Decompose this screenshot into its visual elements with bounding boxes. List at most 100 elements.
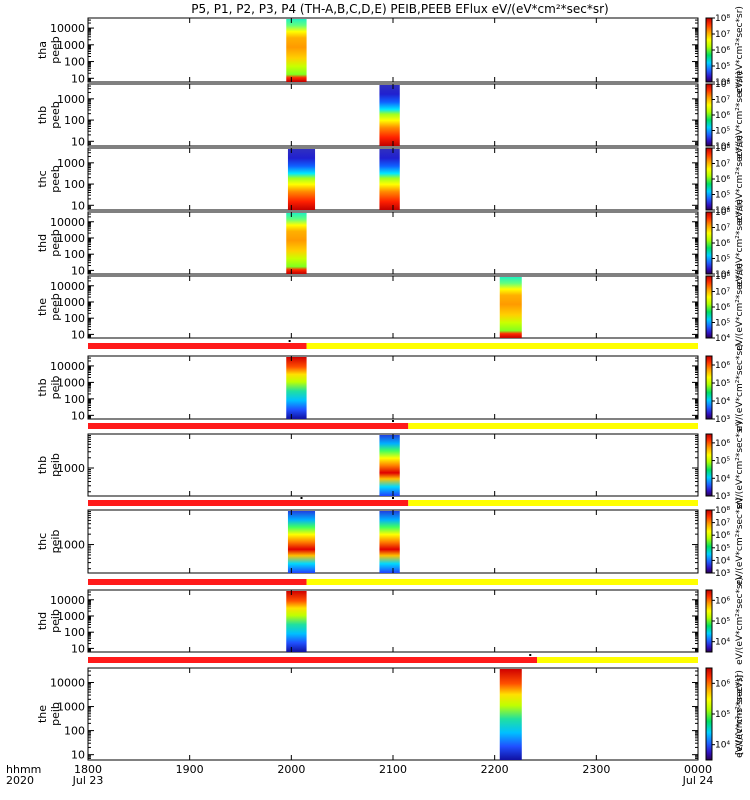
- x-axis-corner-label-year: 2020: [6, 774, 34, 787]
- panel-the-peib: 10 100 1000 10000 the peib 10⁴ 10⁵ 10⁶ eV/(eV*cm²…: [36, 654, 745, 762]
- panel-product-label: peeb: [49, 36, 62, 64]
- panel-probe-label: thb: [36, 456, 49, 474]
- y-tick-label: 1000: [57, 539, 85, 552]
- y-tick-label: 10: [71, 135, 85, 148]
- panel-probe-label: the: [36, 705, 49, 723]
- status-bar: [88, 654, 698, 663]
- colorbar-unit-label: eV/(eV*cm²*sec*sr): [735, 344, 745, 432]
- colorbar: [705, 275, 713, 339]
- colorbar-tick-label: 10⁷: [715, 96, 730, 106]
- panel-product-label: peeb: [49, 229, 62, 257]
- panel-product-label: peeb: [49, 293, 62, 321]
- spectrogram-block: [286, 19, 307, 82]
- colorbar-unit-label: eV/(eV*cm²*sec*sr): [735, 670, 745, 758]
- colorbar-tick-label: 10⁶: [715, 175, 730, 185]
- spectrogram-block: [379, 149, 400, 210]
- colorbar: [705, 355, 713, 420]
- status-bar-red: [88, 657, 538, 663]
- colorbar-unit-label: eV/(eV*cm²*sec*sr): [735, 6, 745, 94]
- panel-product-label: peeb: [49, 101, 62, 129]
- colorbar: [705, 17, 713, 83]
- y-tick-label: 10000: [50, 676, 85, 689]
- colorbar-tick-label: 10⁵: [715, 710, 730, 720]
- colorbar-tick-label: 10⁷: [715, 160, 730, 170]
- y-tick-label: 10000: [50, 22, 85, 35]
- panel-product-label: peib: [49, 609, 62, 633]
- y-tick-label: 10: [71, 264, 85, 277]
- y-tick-label: 1000: [57, 376, 85, 389]
- y-tick-label: 1000: [57, 39, 85, 52]
- colorbar-tick-label: 10⁶: [715, 46, 730, 56]
- x-tick-labels: 1800 1900 2000 2100 2200 2300 0000: [74, 763, 712, 776]
- panel-thc-peeb: 10 100 1000 thc peeb 10⁴ 10⁵ 10⁶ 10⁷ 10⁸ eV/(eV*cm…: [36, 135, 745, 223]
- panel-probe-label: tha: [36, 41, 49, 59]
- spectrogram-block: [499, 277, 522, 338]
- panel-frame: [87, 667, 699, 761]
- colorbar-tick-label: 10⁷: [715, 224, 730, 234]
- y-tick-label: 1000: [57, 701, 85, 714]
- y-tick-label: 10: [71, 199, 85, 212]
- colorbar-tick-label: 10⁸: [715, 272, 730, 282]
- y-tick-label: 10: [71, 72, 85, 85]
- panel-probe-label: thb: [36, 106, 49, 124]
- colorbar-tick-label: 10⁴: [715, 638, 730, 648]
- colorbar-unit-label: eV/(eV*cm²*sec*sr): [735, 498, 745, 586]
- y-tick-label: 100: [64, 114, 85, 127]
- spectrogram-block: [286, 213, 307, 274]
- y-tick-label: 10000: [50, 216, 85, 229]
- status-bar-yellow: [537, 657, 698, 663]
- colorbar-tick-label: 10⁴: [715, 741, 730, 751]
- colorbar-tick-label: 10⁵: [715, 191, 730, 201]
- colorbar-tick-label: 10⁸: [715, 506, 730, 516]
- spectrogram-block: [287, 511, 316, 573]
- colorbar-tick-label: 10³: [715, 569, 730, 579]
- y-tick-label: 1000: [57, 610, 85, 623]
- x-tick-label: 2300: [582, 763, 610, 776]
- panel-frame: [87, 211, 699, 275]
- colorbar: [705, 589, 713, 653]
- colorbar-tick-label: 10⁷: [715, 288, 730, 298]
- colorbar-tick-label: 10⁸: [715, 80, 730, 90]
- status-marker: [392, 420, 394, 422]
- y-tick-label: 10000: [50, 280, 85, 293]
- status-bar: [88, 497, 698, 506]
- x-tick-label: 2100: [379, 763, 407, 776]
- colorbar-tick-label: 10⁶: [715, 439, 730, 449]
- panel-probe-label: thd: [36, 234, 49, 252]
- y-tick-label: 1000: [57, 232, 85, 245]
- y-tick-label: 100: [64, 56, 85, 69]
- colorbar-unit-label: eV/(eV*cm²*sec*sr): [735, 421, 745, 509]
- panel-product-label: peib: [49, 453, 62, 477]
- colorbar-tick-label: 10⁶: [715, 303, 730, 313]
- colorbar-tick-label: 10⁶: [715, 531, 730, 541]
- panel-product-label: peib: [49, 702, 62, 726]
- y-tick-label: 1000: [57, 296, 85, 309]
- y-tick-label: 100: [64, 178, 85, 191]
- colorbar-tick-label: 10⁵: [715, 617, 730, 627]
- y-tick-label: 1000: [57, 462, 85, 475]
- x-date-label-start: Jul 23: [72, 774, 104, 787]
- status-bar-red: [88, 343, 307, 349]
- y-tick-label: 1000: [57, 93, 85, 106]
- colorbar-tick-label: 10⁶: [715, 596, 730, 606]
- y-tick-label: 100: [64, 393, 85, 406]
- colorbar: [705, 433, 713, 497]
- x-tick-label: 2200: [481, 763, 509, 776]
- colorbar-tick-label: 10³: [715, 415, 730, 425]
- colorbar: [705, 211, 713, 275]
- y-tick-label: 10: [71, 409, 85, 422]
- colorbar-unit-label: eV/(eV*cm²*sec*sr): [735, 199, 745, 287]
- y-tick-label: 100: [64, 248, 85, 261]
- y-tick-label: 10: [71, 749, 85, 762]
- panel-frame: [87, 275, 699, 339]
- status-marker: [288, 340, 291, 342]
- colorbar-tick-label: 10⁶: [715, 361, 730, 371]
- x-tick-label: 0000: [684, 763, 712, 776]
- panel-product-label: peeb: [49, 165, 62, 193]
- colorbar-tick-label: 10⁵: [715, 544, 730, 554]
